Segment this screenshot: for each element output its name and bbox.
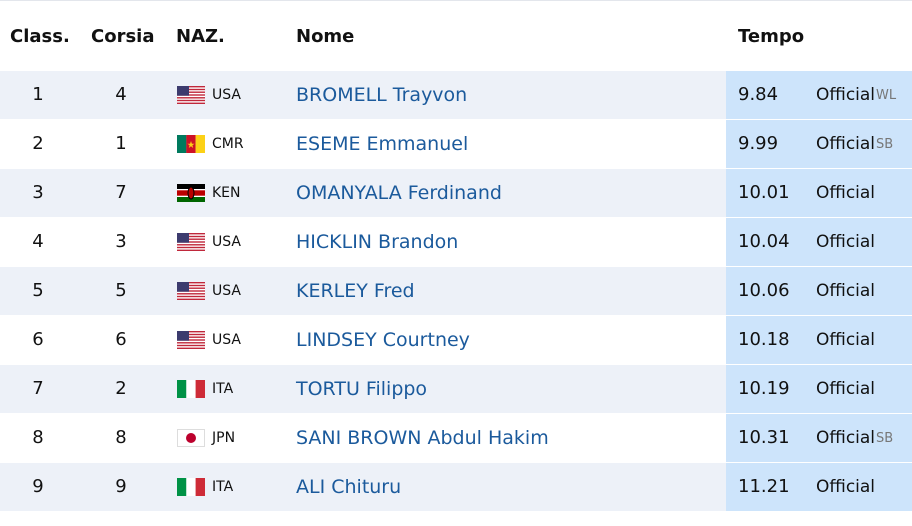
status: Official xyxy=(816,379,876,399)
flag xyxy=(177,331,205,349)
flag xyxy=(177,184,205,202)
nationality: USA xyxy=(212,87,241,103)
header-rank: Class. xyxy=(10,26,70,47)
lane: 8 xyxy=(115,427,127,448)
status: Official xyxy=(816,183,876,203)
athlete-name[interactable]: OMANYALA Ferdinand xyxy=(296,182,502,204)
time-cell-bg xyxy=(726,414,912,462)
nationality: JPN xyxy=(212,430,236,446)
header-nat: NAZ. xyxy=(176,26,225,47)
flag xyxy=(177,380,205,398)
flag xyxy=(177,478,205,496)
nationality: USA xyxy=(212,283,241,299)
result-row: 7 2 ITA TORTU Filippo 10.19 Official xyxy=(0,365,912,413)
header-row: Class. Corsia NAZ. Nome Tempo xyxy=(0,1,912,71)
status: Official xyxy=(816,477,876,497)
nationality: CMR xyxy=(212,136,244,152)
time-cell-bg xyxy=(726,218,912,266)
status: Official xyxy=(816,85,876,105)
result-row: 2 1 CMR ESEME Emmanuel 9.99 Official SB xyxy=(0,120,912,168)
time-cell-bg xyxy=(726,316,912,364)
time: 10.01 xyxy=(738,182,790,203)
time-cell-bg xyxy=(726,365,912,413)
rank: 8 xyxy=(32,427,44,448)
time: 10.18 xyxy=(738,329,790,350)
record-note: WL xyxy=(876,88,897,103)
time: 10.04 xyxy=(738,231,790,252)
result-row: 1 4 USA BROMELL Trayvon 9.84 Official WL xyxy=(0,71,912,119)
nationality: USA xyxy=(212,234,241,250)
rank: 4 xyxy=(32,231,44,252)
lane: 2 xyxy=(115,378,127,399)
status: Official xyxy=(816,428,876,448)
nationality: ITA xyxy=(212,479,234,495)
flag xyxy=(177,233,205,251)
nationality: ITA xyxy=(212,381,234,397)
lane: 5 xyxy=(115,280,127,301)
athlete-name[interactable]: TORTU Filippo xyxy=(296,378,428,400)
time: 11.21 xyxy=(738,476,790,497)
record-note: SB xyxy=(876,431,894,446)
flag xyxy=(177,135,205,153)
athlete-name[interactable]: SANI BROWN Abdul Hakim xyxy=(296,427,549,449)
flag xyxy=(177,282,205,300)
status: Official xyxy=(816,281,876,301)
lane: 7 xyxy=(115,182,127,203)
lane: 9 xyxy=(115,476,127,497)
time-cell-bg xyxy=(726,169,912,217)
time-cell-bg xyxy=(726,71,912,119)
athlete-name[interactable]: ALI Chituru xyxy=(296,476,402,498)
time: 9.99 xyxy=(738,133,779,154)
time: 10.31 xyxy=(738,427,790,448)
time: 9.84 xyxy=(738,84,779,105)
rank: 9 xyxy=(32,476,44,497)
rank: 3 xyxy=(32,182,44,203)
time-cell-bg xyxy=(726,463,912,511)
lane: 3 xyxy=(115,231,127,252)
athlete-name[interactable]: LINDSEY Courtney xyxy=(296,329,470,351)
lane: 1 xyxy=(115,133,127,154)
athlete-name[interactable]: KERLEY Fred xyxy=(296,280,415,302)
status: Official xyxy=(816,232,876,252)
lane: 4 xyxy=(115,84,127,105)
nationality: USA xyxy=(212,332,241,348)
athlete-name[interactable]: HICKLIN Brandon xyxy=(296,231,459,253)
flag xyxy=(177,86,205,104)
result-row: 9 9 ITA ALI Chituru 11.21 Official xyxy=(0,463,912,511)
record-note: SB xyxy=(876,137,894,152)
header-time: Tempo xyxy=(738,26,805,47)
time-cell-bg xyxy=(726,267,912,315)
result-row: 4 3 USA HICKLIN Brandon 10.04 Official xyxy=(0,218,912,266)
status: Official xyxy=(816,134,876,154)
time: 10.06 xyxy=(738,280,790,301)
rank: 1 xyxy=(32,84,44,105)
header-lane: Corsia xyxy=(91,26,155,47)
time-cell-bg xyxy=(726,120,912,168)
athlete-name[interactable]: BROMELL Trayvon xyxy=(296,84,468,106)
flag xyxy=(177,429,205,447)
result-row: 5 5 USA KERLEY Fred 10.06 Official xyxy=(0,267,912,315)
header-name: Nome xyxy=(296,26,355,47)
athlete-name[interactable]: ESEME Emmanuel xyxy=(296,133,469,155)
rank: 6 xyxy=(32,329,44,350)
lane: 6 xyxy=(115,329,127,350)
status: Official xyxy=(816,330,876,350)
nationality: KEN xyxy=(212,185,241,201)
result-row: 6 6 USA LINDSEY Courtney 10.18 Official xyxy=(0,316,912,364)
rank: 7 xyxy=(32,378,44,399)
rank: 5 xyxy=(32,280,44,301)
result-row: 8 8 JPN SANI BROWN Abdul Hakim 10.31 Official… xyxy=(0,414,912,462)
rank: 2 xyxy=(32,133,44,154)
result-row: 3 7 KEN OMANYALA Ferdinand 10.01 Official xyxy=(0,169,912,217)
time: 10.19 xyxy=(738,378,790,399)
